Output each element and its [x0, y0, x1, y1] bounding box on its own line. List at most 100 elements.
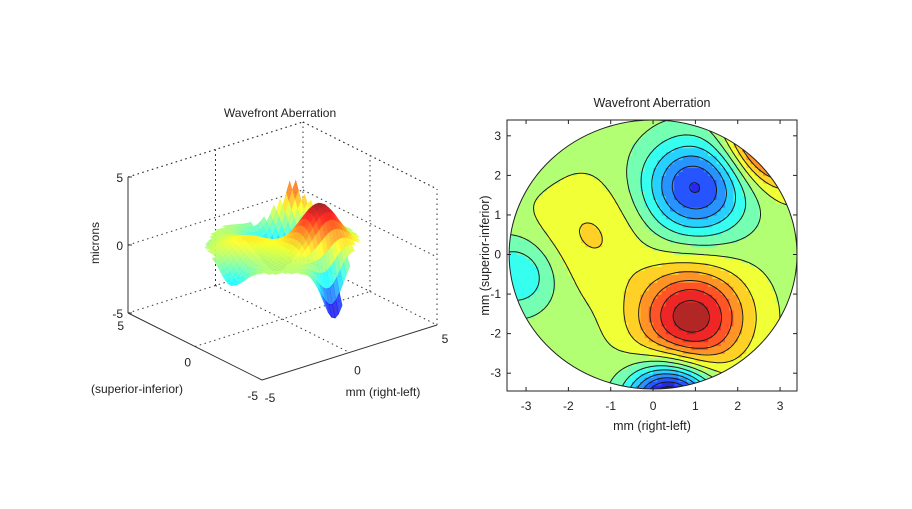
contour-cell [725, 226, 730, 232]
contour-cell [670, 290, 675, 295]
contour-cell [733, 218, 739, 224]
contour-cell [513, 183, 519, 188]
contour-cell [559, 369, 565, 374]
contour-cell [686, 139, 692, 145]
contour-cell [657, 226, 663, 232]
contour-cell [526, 361, 531, 366]
contour-cell [665, 385, 671, 390]
contour-cell [742, 246, 747, 252]
contour-cell [585, 313, 591, 319]
contour-cell [682, 302, 688, 307]
contour-cell [585, 377, 591, 382]
contour-cell [589, 183, 595, 188]
contour-cell [606, 214, 612, 220]
contour-cell [517, 377, 523, 382]
contour-cell [568, 195, 574, 200]
contour-cell [526, 199, 531, 204]
contour-cell [610, 222, 616, 228]
contour-cell [758, 385, 764, 390]
contour-cell [543, 266, 548, 271]
contour-cell [534, 214, 540, 220]
contour-cell [644, 262, 650, 267]
contour-cell [543, 199, 548, 204]
contour-cell [602, 373, 608, 378]
contour-cell [737, 381, 743, 386]
contour-cell [610, 135, 616, 141]
contour-cell [691, 309, 696, 315]
contour-cell [517, 317, 523, 323]
contour-cell [750, 135, 756, 141]
contour-cell [589, 179, 595, 184]
contour-cell [682, 381, 688, 386]
contour-cell [703, 333, 709, 339]
contour-cell [657, 305, 663, 311]
contour-cell [644, 270, 650, 275]
contour-cell [513, 309, 519, 315]
contour-cell [593, 353, 599, 358]
contour-cell [598, 341, 603, 347]
contour-cell [665, 353, 671, 358]
contour-cell [530, 211, 536, 216]
contour-cell [581, 377, 586, 382]
contour-cell [674, 274, 679, 279]
contour-cell [661, 377, 667, 382]
contour-cell [686, 214, 692, 220]
contour-cell [742, 151, 747, 157]
contour-cell [627, 381, 633, 386]
contour-cell [636, 377, 641, 382]
contour-cell [627, 313, 633, 319]
contour-cell [517, 163, 523, 169]
contour-cell [703, 191, 709, 196]
contour-cell [598, 135, 603, 141]
contour-cell [530, 385, 536, 390]
contour-cell [509, 155, 514, 161]
contour-cell [733, 373, 739, 378]
contour-cell [602, 187, 608, 192]
contour-cell [517, 218, 523, 224]
contour-cell [661, 183, 667, 188]
contour-cell [716, 286, 722, 291]
contour-cell [564, 187, 569, 192]
contour-cell [572, 309, 578, 315]
contour-cell [682, 309, 688, 315]
contour-cell [615, 175, 620, 180]
contour-cell [653, 341, 658, 347]
contour-cell [602, 361, 608, 366]
contour-cell [509, 270, 514, 275]
contour-cell [742, 385, 747, 390]
contour-cell [716, 218, 722, 224]
contour-cell [737, 373, 743, 378]
contour-cell [576, 361, 582, 366]
contour-cell [631, 385, 637, 390]
contour-cell [725, 234, 730, 240]
contour-cell [648, 365, 654, 370]
contour-cell [627, 246, 633, 252]
contour-cell [670, 270, 675, 275]
contour-cell [661, 203, 667, 208]
contour-cell [551, 309, 557, 315]
contour-cell [733, 211, 739, 216]
contour-cell [644, 238, 650, 244]
contour-cell [716, 135, 722, 141]
contour-cell [526, 139, 531, 145]
contour-cell [682, 294, 688, 299]
contour-cell [742, 278, 747, 283]
contour-cell [665, 246, 671, 252]
contour-cell [678, 317, 684, 323]
contour-cell [627, 337, 633, 343]
contour-cell [712, 381, 718, 386]
contour-cell [615, 262, 620, 267]
contour-cell [551, 207, 557, 212]
contour-cell [716, 313, 722, 319]
contour-cell [534, 302, 540, 307]
contour-cell [695, 365, 701, 370]
contour-cell [627, 298, 633, 303]
contour-cell [619, 187, 624, 192]
contour-cell [636, 222, 641, 228]
contour-cell [526, 246, 531, 252]
contour-cell [521, 167, 527, 173]
contour-cell [691, 274, 696, 279]
contour-cell [661, 270, 667, 275]
contour-cell [555, 143, 561, 149]
contour-cell [682, 167, 688, 173]
